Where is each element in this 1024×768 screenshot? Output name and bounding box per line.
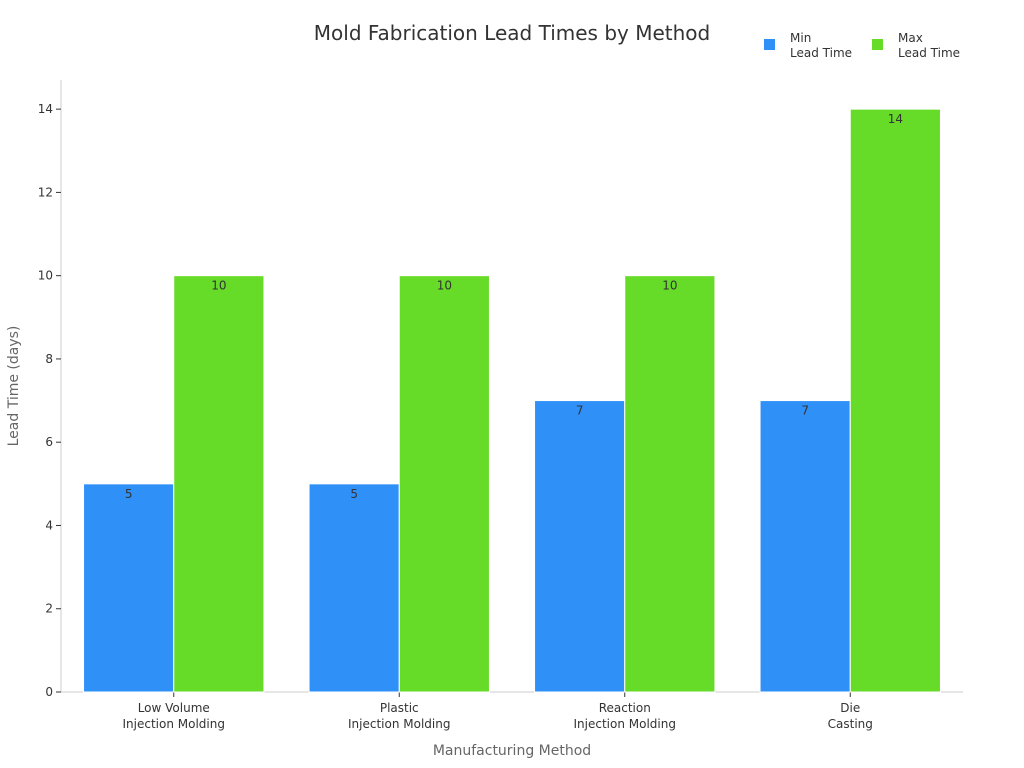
x-tick-label: Reaction Injection Molding [574, 701, 676, 731]
legend-label-line: Min [790, 31, 811, 45]
legend-label-line: Lead Time [898, 46, 960, 60]
y-tick-label: 12 [38, 185, 53, 199]
y-tick-label: 8 [45, 352, 53, 366]
x-tick-label-line: Injection Molding [574, 717, 676, 731]
bar-max-lead-time [398, 275, 490, 693]
x-tick-label: Die Casting [828, 701, 873, 731]
y-tick-label: 14 [38, 102, 53, 116]
bars: 5 10 5 10 7 10 7 14 [83, 108, 941, 693]
bar-min-lead-time [83, 483, 175, 693]
legend-label: Max Lead Time [898, 31, 960, 60]
x-tick-label: Plastic Injection Molding [348, 701, 450, 731]
data-label: 7 [801, 404, 809, 418]
x-tick-label-line: Low Volume [138, 701, 210, 715]
data-label: 5 [350, 487, 358, 501]
y-tick-label: 6 [45, 435, 53, 449]
data-label: 10 [211, 279, 226, 293]
legend-label-line: Lead Time [790, 46, 852, 60]
data-label: 14 [888, 112, 903, 126]
bar-min-lead-time [534, 400, 626, 693]
x-tick-label-line: Casting [828, 717, 873, 731]
x-axis-title: Manufacturing Method [433, 743, 591, 759]
bar-min-lead-time [308, 483, 400, 693]
bar-min-lead-time [759, 400, 851, 693]
y-axis-title: Lead Time (days) [6, 326, 22, 447]
data-label: 10 [437, 279, 452, 293]
chart-title: Mold Fabrication Lead Times by Method [314, 21, 710, 45]
y-tick-label: 2 [45, 602, 53, 616]
y-tick-label: 10 [38, 269, 53, 283]
data-label: 7 [576, 404, 584, 418]
data-label: 10 [662, 279, 677, 293]
x-tick-label-line: Die [840, 701, 860, 715]
x-tick-label: Low Volume Injection Molding [123, 701, 225, 731]
y-tick-label: 0 [45, 685, 53, 699]
legend-swatch [872, 39, 883, 50]
x-tick-label-line: Reaction [599, 701, 651, 715]
legend-label-line: Max [898, 31, 923, 45]
data-label: 5 [125, 487, 133, 501]
y-tick-label: 4 [45, 518, 53, 532]
bar-max-lead-time [173, 275, 265, 693]
legend-label: Min Lead Time [790, 31, 852, 60]
x-tick-label-line: Plastic [380, 701, 419, 715]
legend-swatch [764, 39, 775, 50]
x-tick-label-line: Injection Molding [123, 717, 225, 731]
bar-max-lead-time [849, 108, 941, 693]
x-tick-label-line: Injection Molding [348, 717, 450, 731]
bar-max-lead-time [624, 275, 716, 693]
